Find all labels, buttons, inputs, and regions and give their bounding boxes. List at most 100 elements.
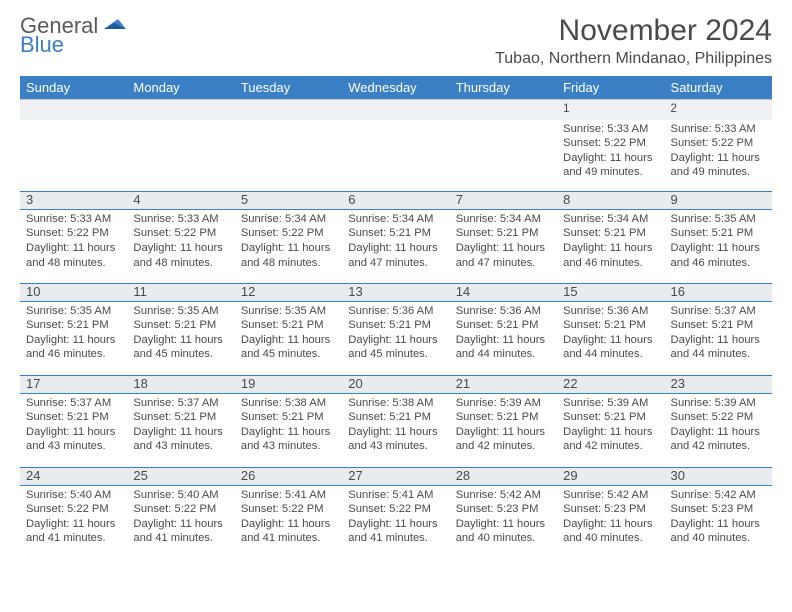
sunset-line: Sunset: 5:21 PM <box>456 226 551 241</box>
sunrise-line: Sunrise: 5:33 AM <box>563 122 658 137</box>
sunset-line: Sunset: 5:21 PM <box>26 410 121 425</box>
sunset-line: Sunset: 5:23 PM <box>671 502 766 517</box>
day-cell: Sunrise: 5:40 AMSunset: 5:22 PMDaylight:… <box>127 485 234 559</box>
sunrise-line: Sunrise: 5:34 AM <box>348 212 443 227</box>
sunset-line: Sunset: 5:22 PM <box>26 502 121 517</box>
sunrise-line: Sunrise: 5:41 AM <box>348 488 443 503</box>
sunset-line: Sunset: 5:21 PM <box>563 410 658 425</box>
weekday-header: Sunday <box>20 76 127 100</box>
day-number-cell: 2 <box>665 100 772 120</box>
day-number-cell: 12 <box>235 283 342 301</box>
daylight-line: Daylight: 11 hours and 43 minutes. <box>348 425 443 454</box>
sunset-line: Sunset: 5:23 PM <box>456 502 551 517</box>
day-cell <box>450 120 557 192</box>
day-number-cell: 27 <box>342 467 449 485</box>
sunrise-line: Sunrise: 5:42 AM <box>671 488 766 503</box>
day-cell: Sunrise: 5:37 AMSunset: 5:21 PMDaylight:… <box>20 393 127 467</box>
daylight-line: Daylight: 11 hours and 45 minutes. <box>241 333 336 362</box>
sunset-line: Sunset: 5:22 PM <box>241 226 336 241</box>
daylight-line: Daylight: 11 hours and 46 minutes. <box>563 241 658 270</box>
day-number-cell: 21 <box>450 375 557 393</box>
sunset-line: Sunset: 5:21 PM <box>671 318 766 333</box>
weekday-header: Monday <box>127 76 234 100</box>
day-number-cell: 15 <box>557 283 664 301</box>
day-cell <box>127 120 234 192</box>
day-cell: Sunrise: 5:33 AMSunset: 5:22 PMDaylight:… <box>557 120 664 192</box>
daylight-line: Daylight: 11 hours and 43 minutes. <box>26 425 121 454</box>
daylight-line: Daylight: 11 hours and 47 minutes. <box>348 241 443 270</box>
day-number-cell: 10 <box>20 283 127 301</box>
sunset-line: Sunset: 5:21 PM <box>348 410 443 425</box>
sunrise-line: Sunrise: 5:35 AM <box>241 304 336 319</box>
day-cell: Sunrise: 5:37 AMSunset: 5:21 PMDaylight:… <box>665 301 772 375</box>
sunrise-line: Sunrise: 5:33 AM <box>133 212 228 227</box>
day-number-cell: 4 <box>127 192 234 210</box>
daylight-line: Daylight: 11 hours and 46 minutes. <box>671 241 766 270</box>
day-number-cell: 26 <box>235 467 342 485</box>
day-number-cell <box>342 100 449 120</box>
sunrise-line: Sunrise: 5:39 AM <box>456 396 551 411</box>
sunset-line: Sunset: 5:22 PM <box>133 502 228 517</box>
day-number-cell: 29 <box>557 467 664 485</box>
daylight-line: Daylight: 11 hours and 48 minutes. <box>26 241 121 270</box>
day-cell: Sunrise: 5:33 AMSunset: 5:22 PMDaylight:… <box>665 120 772 192</box>
sunset-line: Sunset: 5:22 PM <box>348 502 443 517</box>
sunrise-line: Sunrise: 5:34 AM <box>456 212 551 227</box>
day-cell: Sunrise: 5:38 AMSunset: 5:21 PMDaylight:… <box>235 393 342 467</box>
sunrise-line: Sunrise: 5:33 AM <box>671 122 766 137</box>
weekday-header: Saturday <box>665 76 772 100</box>
logo-text: General Blue <box>20 14 130 56</box>
day-cell: Sunrise: 5:36 AMSunset: 5:21 PMDaylight:… <box>557 301 664 375</box>
day-cell: Sunrise: 5:35 AMSunset: 5:21 PMDaylight:… <box>20 301 127 375</box>
day-cell: Sunrise: 5:34 AMSunset: 5:22 PMDaylight:… <box>235 209 342 283</box>
sunset-line: Sunset: 5:22 PM <box>671 136 766 151</box>
day-cell: Sunrise: 5:41 AMSunset: 5:22 PMDaylight:… <box>235 485 342 559</box>
sunrise-line: Sunrise: 5:36 AM <box>348 304 443 319</box>
day-cell <box>20 120 127 192</box>
sunrise-line: Sunrise: 5:35 AM <box>671 212 766 227</box>
day-number-cell: 13 <box>342 283 449 301</box>
day-cell: Sunrise: 5:41 AMSunset: 5:22 PMDaylight:… <box>342 485 449 559</box>
daylight-line: Daylight: 11 hours and 46 minutes. <box>26 333 121 362</box>
day-number-cell: 30 <box>665 467 772 485</box>
logo-flag-icon <box>104 14 130 37</box>
day-cell: Sunrise: 5:36 AMSunset: 5:21 PMDaylight:… <box>342 301 449 375</box>
daylight-line: Daylight: 11 hours and 41 minutes. <box>26 517 121 546</box>
header: General Blue November 2024 Tubao, Northe… <box>20 14 772 68</box>
title-block: November 2024 Tubao, Northern Mindanao, … <box>495 14 772 68</box>
sunset-line: Sunset: 5:21 PM <box>133 410 228 425</box>
sunrise-line: Sunrise: 5:37 AM <box>671 304 766 319</box>
calendar-header: SundayMondayTuesdayWednesdayThursdayFrid… <box>20 76 772 100</box>
day-number-cell: 18 <box>127 375 234 393</box>
day-number-cell: 16 <box>665 283 772 301</box>
sunset-line: Sunset: 5:22 PM <box>241 502 336 517</box>
day-cell: Sunrise: 5:39 AMSunset: 5:21 PMDaylight:… <box>557 393 664 467</box>
daylight-line: Daylight: 11 hours and 49 minutes. <box>671 151 766 180</box>
daylight-line: Daylight: 11 hours and 40 minutes. <box>563 517 658 546</box>
sunset-line: Sunset: 5:22 PM <box>133 226 228 241</box>
day-cell: Sunrise: 5:35 AMSunset: 5:21 PMDaylight:… <box>665 209 772 283</box>
sunrise-line: Sunrise: 5:39 AM <box>671 396 766 411</box>
sunrise-line: Sunrise: 5:40 AM <box>133 488 228 503</box>
location: Tubao, Northern Mindanao, Philippines <box>495 50 772 68</box>
daylight-line: Daylight: 11 hours and 45 minutes. <box>133 333 228 362</box>
daylight-line: Daylight: 11 hours and 41 minutes. <box>241 517 336 546</box>
sunrise-line: Sunrise: 5:42 AM <box>563 488 658 503</box>
sunset-line: Sunset: 5:21 PM <box>241 410 336 425</box>
day-number-cell: 8 <box>557 192 664 210</box>
sunset-line: Sunset: 5:21 PM <box>671 226 766 241</box>
sunset-line: Sunset: 5:21 PM <box>348 226 443 241</box>
day-number-cell: 7 <box>450 192 557 210</box>
sunrise-line: Sunrise: 5:41 AM <box>241 488 336 503</box>
day-number-cell: 9 <box>665 192 772 210</box>
calendar-body: 12Sunrise: 5:33 AMSunset: 5:22 PMDayligh… <box>20 100 772 560</box>
day-cell: Sunrise: 5:42 AMSunset: 5:23 PMDaylight:… <box>665 485 772 559</box>
sunset-line: Sunset: 5:23 PM <box>563 502 658 517</box>
day-number-cell: 24 <box>20 467 127 485</box>
sunset-line: Sunset: 5:22 PM <box>563 136 658 151</box>
day-cell: Sunrise: 5:34 AMSunset: 5:21 PMDaylight:… <box>342 209 449 283</box>
daylight-line: Daylight: 11 hours and 47 minutes. <box>456 241 551 270</box>
day-cell: Sunrise: 5:33 AMSunset: 5:22 PMDaylight:… <box>127 209 234 283</box>
sunrise-line: Sunrise: 5:34 AM <box>563 212 658 227</box>
sunset-line: Sunset: 5:21 PM <box>563 226 658 241</box>
